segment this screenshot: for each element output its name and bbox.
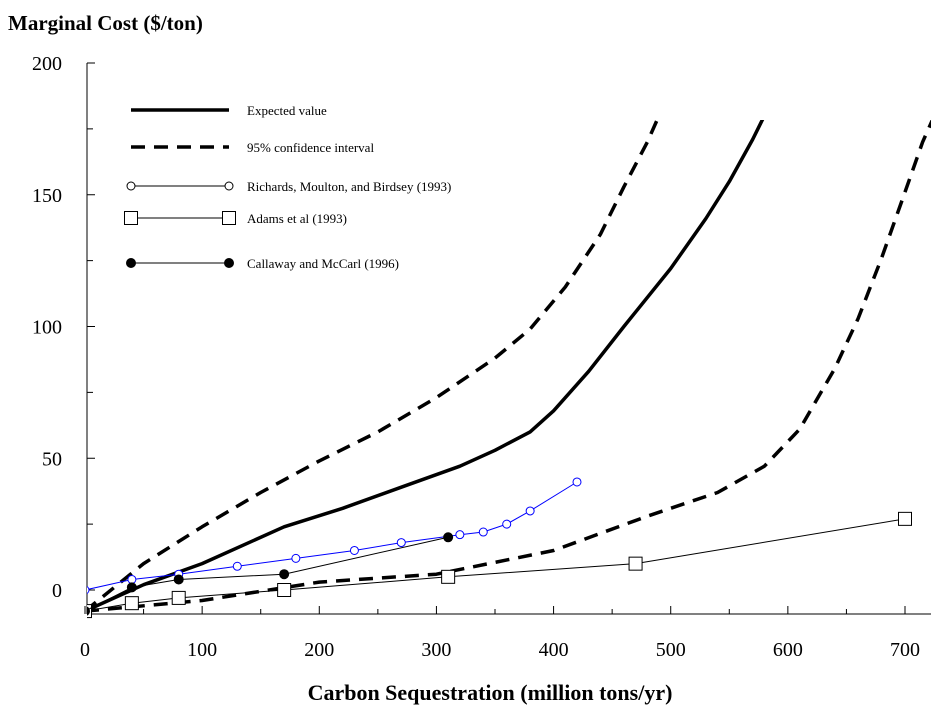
y-axis-label: Marginal Cost ($/ton)	[8, 11, 203, 35]
x-tick-label: 600	[773, 639, 803, 661]
series-2	[87, 120, 931, 613]
y-tick-label: 0	[52, 580, 62, 602]
x-tick-label: 200	[304, 639, 334, 661]
x-axis-label: Carbon Sequestration (million tons/yr)	[308, 680, 673, 705]
data-point	[87, 585, 90, 595]
x-tick-label: 700	[890, 639, 920, 661]
data-point	[443, 532, 454, 543]
y-tick-label: 100	[32, 317, 62, 339]
data-point	[396, 538, 406, 548]
data-point	[525, 506, 535, 516]
legend-entry: 95% confidence interval	[131, 140, 374, 155]
data-point	[173, 574, 184, 585]
series-line	[87, 481, 578, 591]
series-4	[87, 511, 912, 619]
data-point	[572, 477, 582, 487]
data-point	[349, 545, 359, 555]
data-point	[628, 556, 643, 571]
x-tick-label: 300	[421, 639, 451, 661]
series-5	[87, 532, 454, 616]
data-point	[127, 574, 137, 584]
data-point	[478, 527, 488, 537]
data-point	[502, 519, 512, 529]
data-point	[126, 582, 137, 593]
legend-marker	[224, 181, 234, 191]
legend: Expected value 95% confidence interval Ric…	[124, 103, 451, 271]
data-point	[277, 583, 292, 597]
legend-label: Expected value	[247, 103, 327, 118]
x-tick-label: 500	[656, 639, 686, 661]
legend-entry: Expected value	[131, 103, 327, 118]
data-point	[455, 530, 465, 540]
legend-marker	[222, 211, 236, 225]
data-point	[291, 553, 301, 563]
legend-label: Adams et al (1993)	[247, 211, 347, 226]
plot-area	[87, 120, 931, 619]
legend-marker	[124, 211, 138, 225]
legend-entry: Adams et al (1993)	[124, 211, 347, 226]
series-line	[87, 120, 765, 613]
x-tick-label: 400	[539, 639, 569, 661]
legend-marker	[126, 258, 136, 268]
series-3	[87, 477, 582, 595]
data-point	[898, 511, 912, 526]
legend-marker	[224, 258, 234, 268]
x-tick-label: 100	[187, 639, 217, 661]
series-line	[87, 518, 906, 612]
data-point	[124, 596, 139, 611]
data-point	[232, 561, 242, 571]
data-point	[87, 606, 90, 616]
series-line	[87, 536, 449, 611]
data-point	[441, 569, 456, 584]
legend-label: Callaway and McCarl (1996)	[247, 256, 399, 271]
y-tick-label: 150	[32, 185, 62, 207]
series-1	[87, 120, 660, 612]
y-tick-label: 50	[42, 448, 62, 470]
series-line	[87, 120, 931, 613]
data-point	[279, 569, 290, 580]
legend-entry: Callaway and McCarl (1996)	[126, 256, 399, 271]
series-0	[87, 120, 765, 613]
legend-label: Richards, Moulton, and Birdsey (1993)	[247, 179, 451, 194]
y-tick-label: 200	[32, 53, 62, 75]
legend-marker	[126, 181, 136, 191]
x-tick-label: 0	[80, 639, 90, 661]
series-line	[87, 120, 660, 612]
data-point	[171, 590, 186, 605]
legend-entry: Richards, Moulton, and Birdsey (1993)	[126, 179, 451, 194]
legend-label: 95% confidence interval	[247, 140, 374, 155]
